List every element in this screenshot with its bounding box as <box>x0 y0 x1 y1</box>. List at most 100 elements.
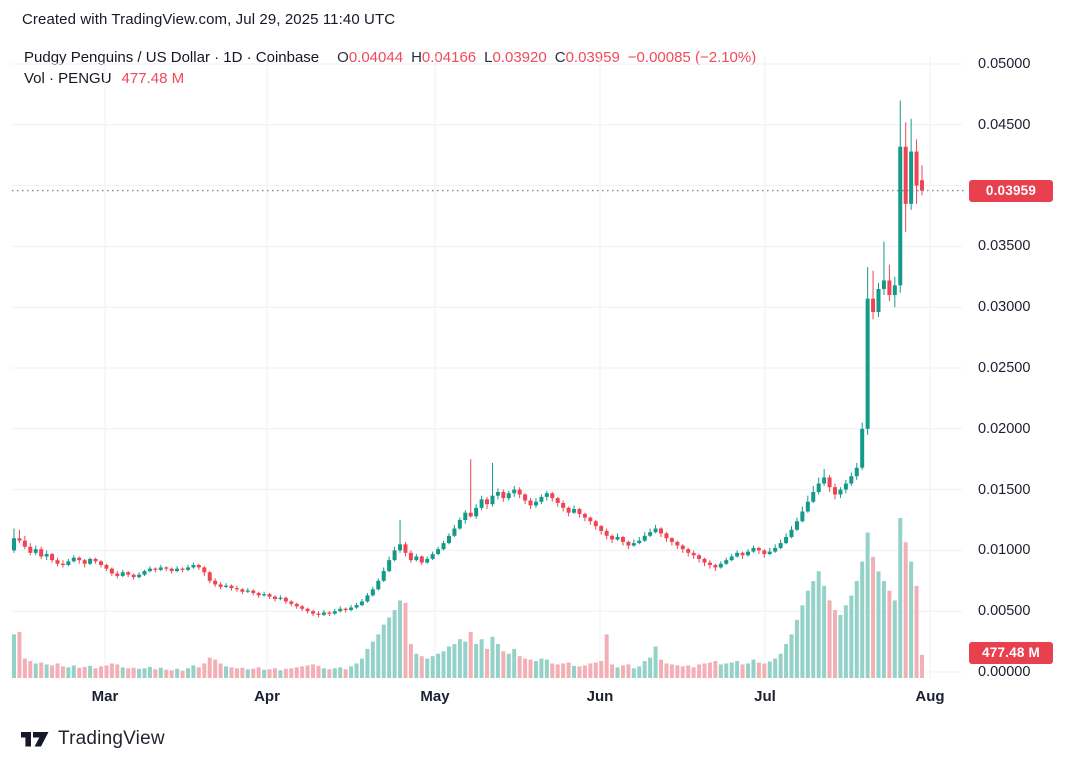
candle-body <box>756 547 761 551</box>
volume-bar <box>528 659 533 678</box>
candle-body <box>506 493 511 499</box>
month-label[interactable]: Mar <box>91 688 119 705</box>
volume-bar <box>631 668 636 678</box>
candle-body <box>115 573 120 576</box>
candle-body <box>55 560 60 564</box>
volume-bar <box>430 656 435 678</box>
candle-body <box>60 563 65 565</box>
volume-bar <box>664 663 669 678</box>
candle-body <box>707 562 712 565</box>
price-axis-label: 0.02000 <box>978 420 1031 437</box>
ohlc-close-value: 0.03959 <box>565 49 620 66</box>
candle-body <box>419 556 424 563</box>
candle-body <box>550 493 555 499</box>
month-label[interactable]: May <box>420 688 450 705</box>
volume-bar <box>71 665 76 678</box>
candle-body <box>77 557 82 561</box>
volume-bar <box>278 670 283 678</box>
candle-body <box>294 603 299 607</box>
candle-body <box>229 585 234 589</box>
candle-body <box>746 551 751 556</box>
volume-bar <box>300 666 305 678</box>
volume-bar <box>305 665 310 678</box>
price-axis-label: 0.00500 <box>978 603 1031 620</box>
volume-bar <box>39 662 44 678</box>
volume-bar <box>142 668 147 678</box>
candle-body <box>365 595 370 602</box>
candle-body <box>615 537 620 540</box>
candle-body <box>784 537 789 544</box>
volume-bar <box>131 667 136 678</box>
candle-body <box>349 607 354 610</box>
symbol-title[interactable]: Pudgy Penguins / US Dollar · 1D · Coinba… <box>24 49 320 66</box>
candle-body <box>147 568 152 572</box>
tradingview-wordmark[interactable]: TradingView <box>58 728 165 749</box>
volume-bar <box>887 590 892 678</box>
volume-bar <box>746 663 751 678</box>
volume-bar <box>283 668 288 678</box>
candle-body <box>430 554 435 559</box>
candle-body <box>860 428 865 468</box>
volume-bar <box>245 669 250 678</box>
volume-bar <box>137 668 142 678</box>
volume-bar <box>816 571 821 678</box>
volume-bar <box>251 668 256 678</box>
tradingview-logo-icon[interactable] <box>20 728 50 750</box>
volume-bar <box>158 667 163 678</box>
ohlc-high-value: 0.04166 <box>421 49 477 66</box>
candle-body <box>669 538 674 542</box>
candle-body <box>555 498 560 503</box>
volume-bar <box>479 639 484 678</box>
volume-bar <box>773 658 778 678</box>
candle-body <box>822 477 827 484</box>
volume-bar <box>707 662 712 678</box>
volume-bar <box>588 663 593 678</box>
volume-series-label[interactable]: Vol · PENGU <box>24 70 112 87</box>
volume-bar <box>593 662 598 678</box>
candle-body <box>446 535 451 544</box>
month-label[interactable]: Jun <box>586 688 614 705</box>
volume-bar <box>729 662 734 678</box>
candle-body <box>805 501 810 512</box>
volume-bar <box>811 581 816 678</box>
candle-body <box>17 538 22 541</box>
candle-body <box>561 502 566 508</box>
price-axis-label: 0.03500 <box>978 238 1031 255</box>
candle-body <box>713 564 718 568</box>
volume-bar <box>272 668 277 678</box>
candle-body <box>816 483 821 493</box>
month-label[interactable]: Jul <box>754 688 776 705</box>
month-label[interactable]: Aug <box>915 688 945 705</box>
volume-bar <box>60 666 65 678</box>
footer-brand: TradingView <box>20 728 165 750</box>
candle-body <box>169 568 174 572</box>
ohlc-high-label: H <box>411 49 422 66</box>
candle-body <box>914 151 919 186</box>
volume-bar <box>359 658 364 678</box>
candle-body <box>642 535 647 541</box>
volume-bar <box>419 656 424 678</box>
volume-bar <box>17 631 22 678</box>
price-axis-label: 0.05000 <box>978 56 1031 72</box>
candle-body <box>501 492 506 499</box>
volume-bar <box>175 668 180 678</box>
volume-bar <box>109 663 114 678</box>
candle-body <box>305 608 310 612</box>
volume-bar <box>794 619 799 678</box>
candle-body <box>120 572 125 576</box>
month-label[interactable]: Apr <box>254 688 280 705</box>
volume-bar <box>414 653 419 678</box>
volume-bar <box>22 658 27 678</box>
volume-bar <box>262 669 267 678</box>
volume-bar <box>871 556 876 678</box>
candle-body <box>327 612 332 614</box>
candle-body <box>544 493 549 497</box>
candle-body <box>729 556 734 561</box>
candle-body <box>316 613 321 615</box>
candle-body <box>697 555 702 559</box>
candle-body <box>403 544 408 553</box>
volume-bar <box>398 600 403 678</box>
volume-bar <box>789 634 794 678</box>
